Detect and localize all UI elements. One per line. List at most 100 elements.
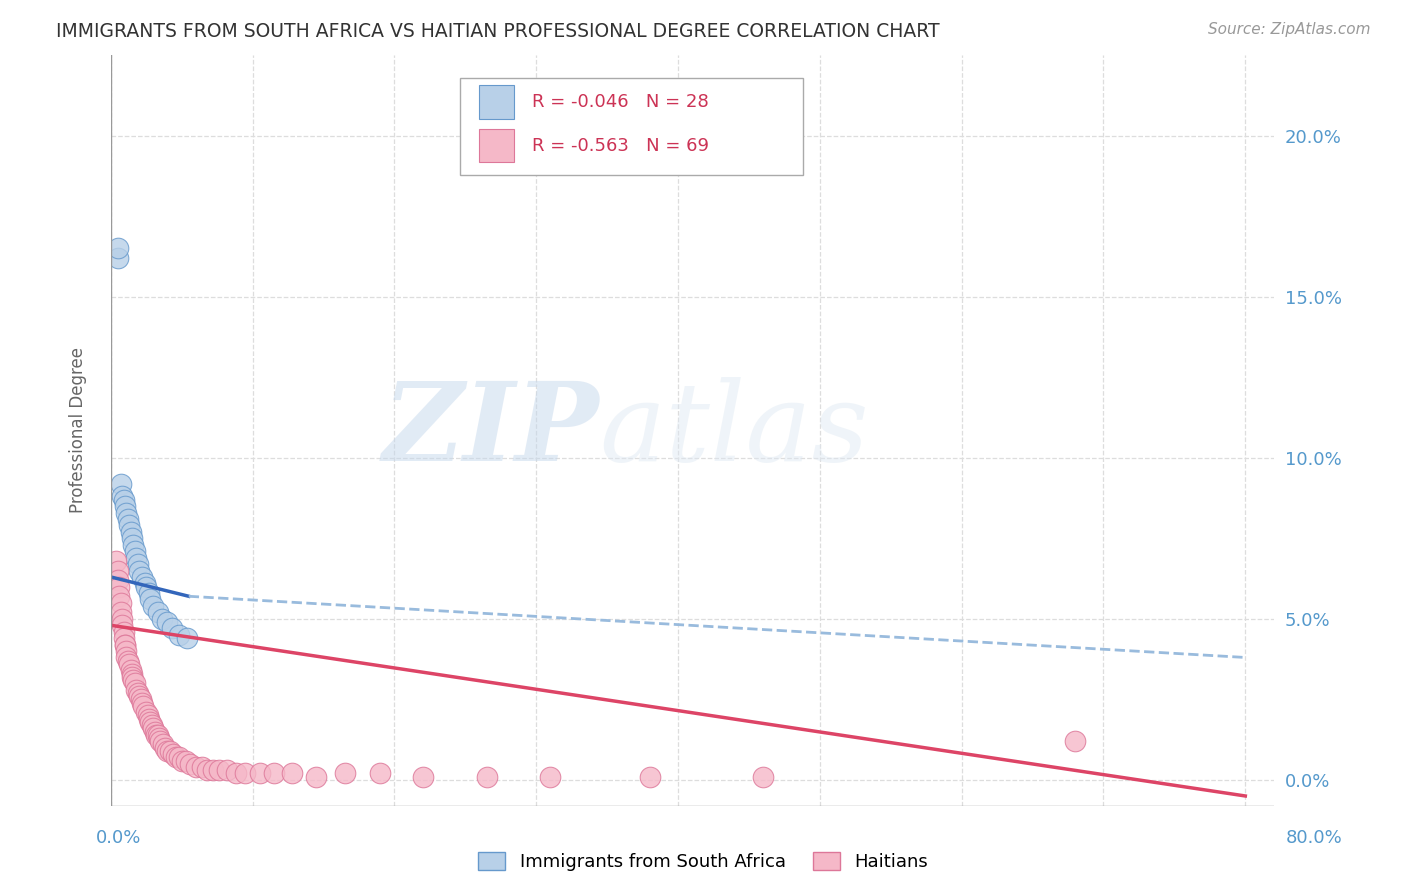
Point <box>162 747 184 761</box>
Point <box>160 622 183 636</box>
Point <box>117 654 139 668</box>
Point <box>412 770 434 784</box>
Point <box>122 538 145 552</box>
Point <box>179 756 201 771</box>
Point <box>111 490 134 504</box>
Point <box>201 763 224 777</box>
Point <box>139 714 162 729</box>
Bar <box>479 128 515 162</box>
Point <box>305 770 328 784</box>
Point <box>145 728 167 742</box>
Point <box>110 596 132 610</box>
Point <box>475 770 498 784</box>
Point <box>111 618 134 632</box>
Point <box>110 476 132 491</box>
Point <box>146 606 169 620</box>
Point <box>121 670 143 684</box>
Point <box>368 766 391 780</box>
Text: ZIP: ZIP <box>382 376 599 484</box>
Point <box>125 682 148 697</box>
Point <box>115 650 138 665</box>
Point <box>195 763 218 777</box>
Text: 0.0%: 0.0% <box>96 829 141 847</box>
Point <box>107 251 129 265</box>
Text: 80.0%: 80.0% <box>1286 829 1343 847</box>
Point <box>117 512 139 526</box>
Point <box>134 576 156 591</box>
Point <box>159 744 181 758</box>
Text: atlas: atlas <box>599 376 869 484</box>
Point <box>190 760 212 774</box>
Point <box>1064 734 1087 748</box>
Point <box>107 573 129 587</box>
Point <box>148 731 170 745</box>
Point <box>112 631 135 645</box>
Text: IMMIGRANTS FROM SOUTH AFRICA VS HAITIAN PROFESSIONAL DEGREE CORRELATION CHART: IMMIGRANTS FROM SOUTH AFRICA VS HAITIAN … <box>56 22 939 41</box>
Point <box>124 676 146 690</box>
Text: Professional Degree: Professional Degree <box>69 347 87 514</box>
Point <box>156 744 179 758</box>
Point <box>165 750 187 764</box>
Point <box>167 628 190 642</box>
Point <box>127 686 149 700</box>
Point <box>108 589 131 603</box>
Point <box>184 760 207 774</box>
Point <box>142 599 165 613</box>
Point <box>333 766 356 780</box>
Point <box>128 564 150 578</box>
Point <box>122 673 145 687</box>
Point <box>127 557 149 571</box>
Point <box>121 666 143 681</box>
Point <box>112 624 135 639</box>
Point <box>118 657 141 671</box>
Point <box>150 612 173 626</box>
Point <box>107 564 129 578</box>
Point <box>249 766 271 780</box>
Point <box>167 750 190 764</box>
Point <box>115 644 138 658</box>
Point <box>129 692 152 706</box>
Point <box>638 770 661 784</box>
Point <box>235 766 257 780</box>
Point <box>114 638 136 652</box>
Point <box>131 696 153 710</box>
Point <box>118 518 141 533</box>
Point <box>111 612 134 626</box>
Point <box>538 770 561 784</box>
Point <box>120 524 142 539</box>
Point <box>124 544 146 558</box>
Point <box>132 698 155 713</box>
Point <box>120 664 142 678</box>
Point <box>225 766 247 780</box>
Point <box>152 738 174 752</box>
Point <box>114 499 136 513</box>
Point <box>138 586 160 600</box>
Point <box>107 241 129 255</box>
Bar <box>479 86 515 120</box>
Text: R = -0.046   N = 28: R = -0.046 N = 28 <box>531 94 709 112</box>
Point <box>105 554 128 568</box>
Point <box>114 638 136 652</box>
Point <box>135 705 157 719</box>
Legend: Immigrants from South Africa, Haitians: Immigrants from South Africa, Haitians <box>471 845 935 879</box>
Point <box>170 754 193 768</box>
Point <box>146 728 169 742</box>
Point <box>115 506 138 520</box>
Point <box>153 740 176 755</box>
Point <box>752 770 775 784</box>
Point <box>135 580 157 594</box>
Point <box>128 689 150 703</box>
Point <box>136 708 159 723</box>
Point <box>143 724 166 739</box>
FancyBboxPatch shape <box>460 78 803 175</box>
Point <box>215 763 238 777</box>
Point <box>110 606 132 620</box>
Point <box>108 580 131 594</box>
Point <box>281 766 304 780</box>
Point <box>138 712 160 726</box>
Point <box>131 570 153 584</box>
Point <box>263 766 285 780</box>
Point <box>149 734 172 748</box>
Point <box>121 531 143 545</box>
Point <box>125 550 148 565</box>
